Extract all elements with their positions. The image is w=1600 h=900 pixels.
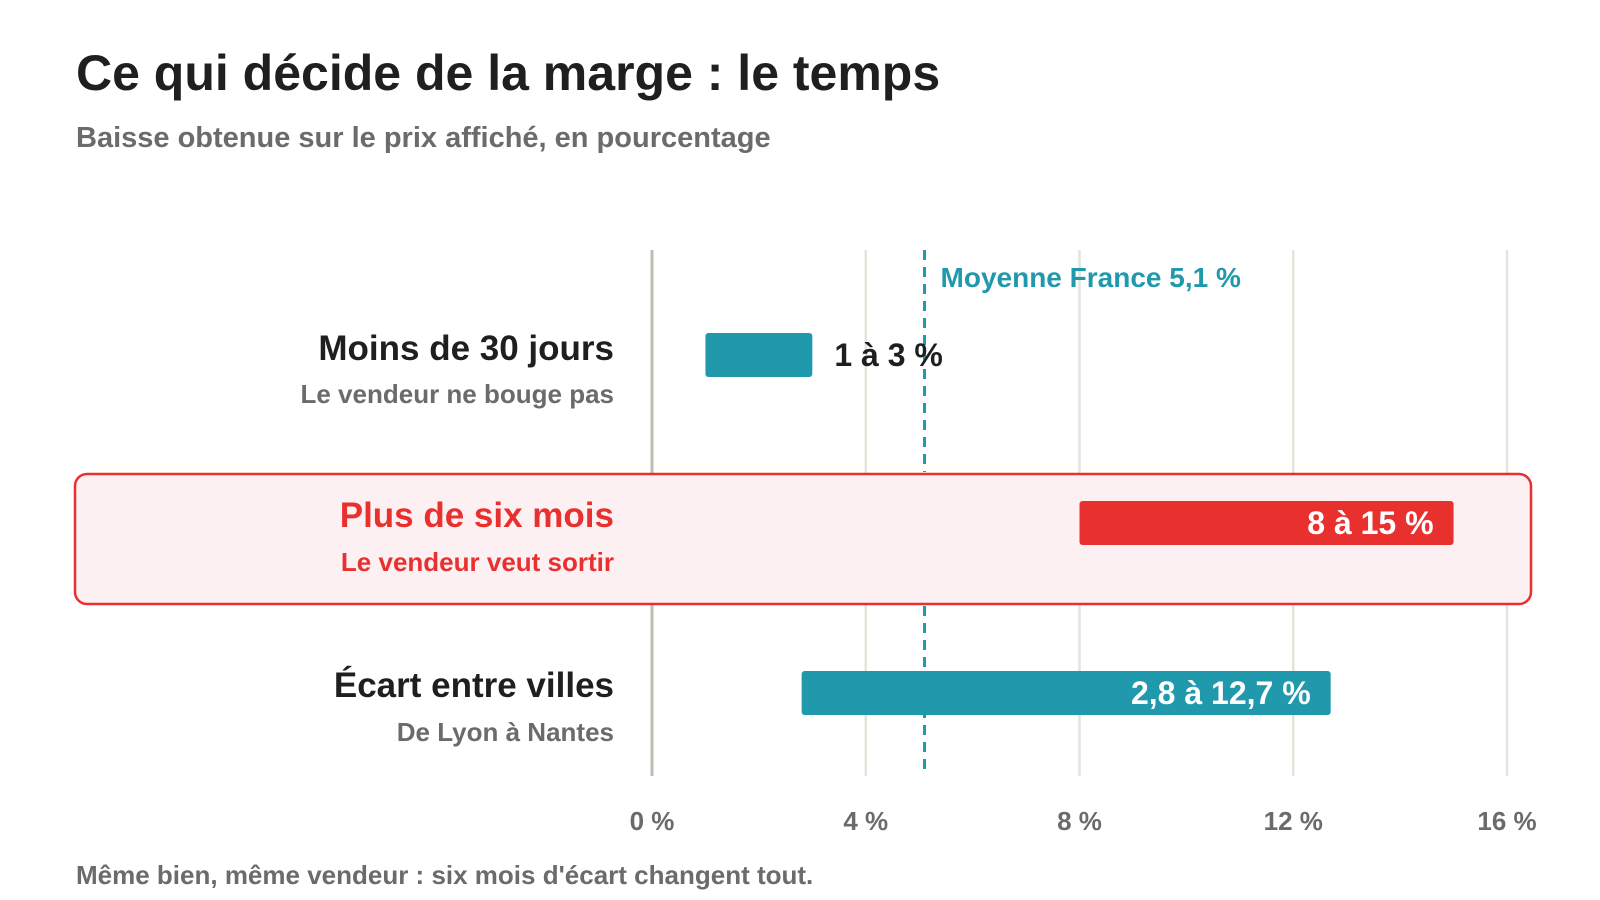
x-tick-label: 12 % [1264, 806, 1323, 836]
category-sublabel: Le vendeur veut sortir [341, 547, 614, 577]
chart-footnote: Même bien, même vendeur : six mois d'éca… [76, 860, 814, 890]
x-tick-label: 4 % [843, 806, 888, 836]
average-line-label: Moyenne France 5,1 % [941, 262, 1241, 293]
category-sublabel: Le vendeur ne bouge pas [300, 379, 614, 409]
category-sublabel: De Lyon à Nantes [397, 717, 614, 747]
bar-value-label: 8 à 15 % [1307, 505, 1433, 541]
category-label: Plus de six mois [340, 496, 614, 535]
range-bar [705, 333, 813, 377]
bar-value-label: 1 à 3 % [834, 337, 943, 373]
x-tick-label: 8 % [1057, 806, 1102, 836]
x-tick-label: 16 % [1477, 806, 1536, 836]
chart-title: Ce qui décide de la marge : le temps [76, 45, 941, 101]
category-label: Moins de 30 jours [318, 329, 614, 368]
range-bar [1079, 501, 1454, 545]
category-label: Écart entre villes [334, 665, 614, 705]
x-tick-label: 0 % [630, 806, 675, 836]
chart-subtitle: Baisse obtenue sur le prix affiché, en p… [76, 122, 771, 154]
range-bar [801, 671, 1331, 715]
bar-value-label: 2,8 à 12,7 % [1131, 675, 1311, 711]
